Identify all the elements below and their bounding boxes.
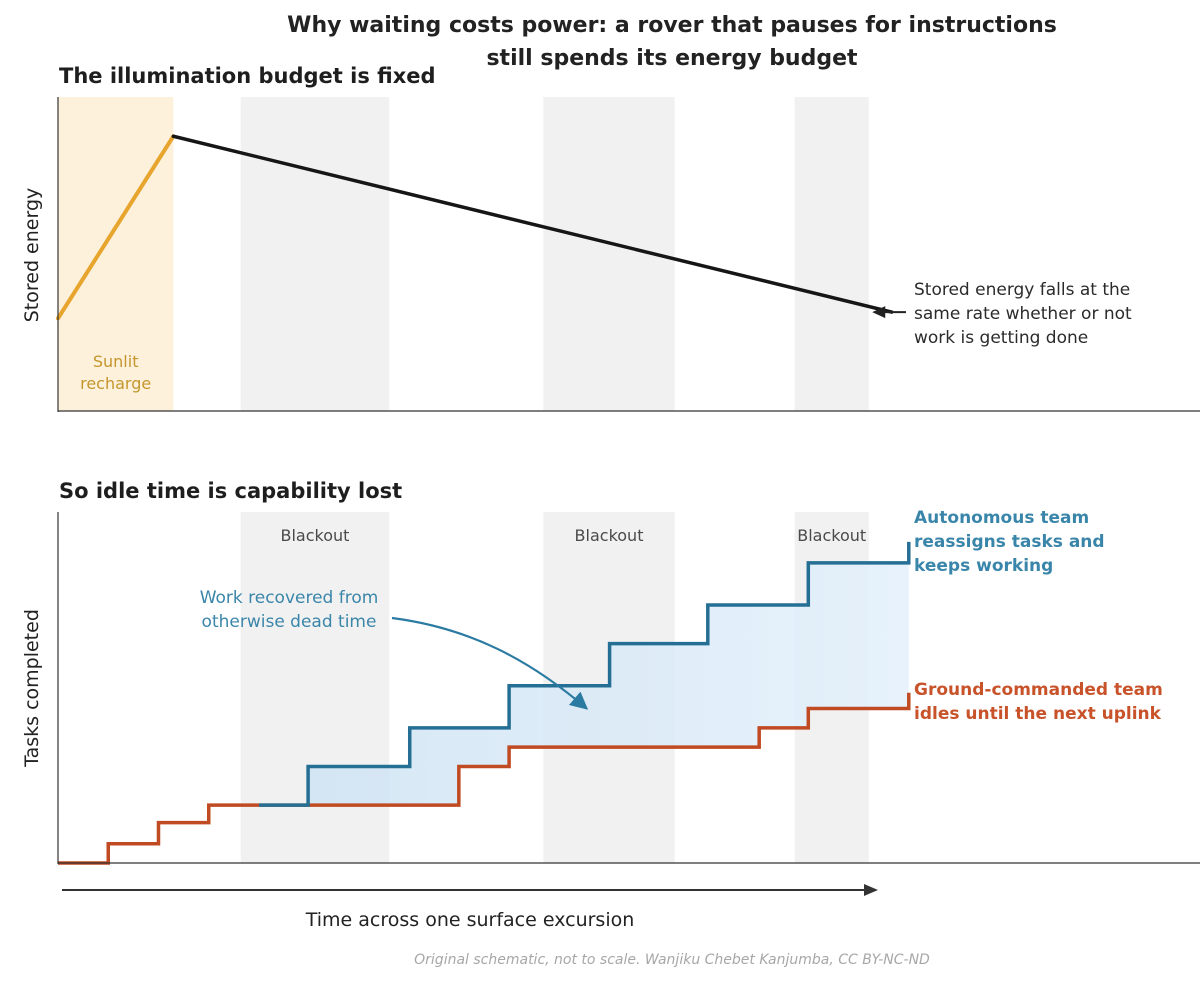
- work-recovered-line-2: otherwise dead time: [202, 612, 377, 632]
- energy-panel-title: The illumination budget is fixed: [59, 64, 436, 88]
- work-recovered-arrow: [391, 616, 589, 710]
- ground-commanded-line: [58, 692, 911, 865]
- blackout-band-1: [240, 512, 390, 863]
- time-axis-arrowhead: [864, 884, 878, 896]
- energy-panel-bands: [58, 97, 869, 411]
- sunlit-label-line-1: Sunlit: [93, 352, 139, 371]
- tasks-panel-band-labels: Blackout Blackout Blackout: [280, 526, 866, 545]
- energy-annotation-arrowhead: [872, 306, 886, 319]
- tasks-panel: So idle time is capability lost Blackout…: [21, 479, 1200, 865]
- series-labels: Autonomous team reassigns tasks and keep…: [914, 508, 1163, 724]
- energy-panel-series: [56, 134, 894, 321]
- tasks-panel-y-label: Tasks completed: [21, 609, 43, 768]
- blackout-band-1: [240, 97, 390, 411]
- ground-label-line-2: idles until the next uplink: [914, 704, 1162, 724]
- figure-credit: Original schematic, not to scale. Wanjik…: [414, 952, 930, 968]
- time-axis-label: Time across one surface excursion: [305, 909, 635, 931]
- energy-panel-band-labels: Sunlit recharge: [80, 352, 151, 393]
- tasks-panel-title: So idle time is capability lost: [59, 479, 402, 503]
- energy-panel-y-label: Stored energy: [21, 188, 43, 323]
- sunlit-label-line-2: recharge: [80, 374, 151, 393]
- energy-annotation: Stored energy falls at the same rate whe…: [872, 280, 1132, 348]
- blackout-label-3: Blackout: [797, 526, 866, 545]
- sunlit-band: [58, 97, 174, 411]
- work-recovered-annotation: Work recovered from otherwise dead time: [200, 588, 589, 710]
- ground-label-line-1: Ground-commanded team: [914, 680, 1163, 700]
- energy-annotation-line-2: same rate whether or not: [914, 304, 1132, 324]
- recovered-work-fill: [258, 541, 909, 806]
- energy-annotation-line-3: work is getting done: [914, 328, 1088, 348]
- recovered-work-area: [258, 541, 909, 806]
- autonomous-label-line-2: reassigns tasks and: [914, 532, 1105, 552]
- figure-title-line-2: still spends its energy budget: [486, 46, 858, 71]
- energy-annotation-line-1: Stored energy falls at the: [914, 280, 1130, 300]
- blackout-label-1: Blackout: [280, 526, 349, 545]
- time-axis: Time across one surface excursion: [62, 884, 878, 931]
- autonomous-label-line-3: keeps working: [914, 556, 1053, 576]
- work-recovered-line-1: Work recovered from: [200, 588, 379, 608]
- figure-title-line-1: Why waiting costs power: a rover that pa…: [287, 13, 1057, 38]
- autonomous-label-line-1: Autonomous team: [914, 508, 1089, 528]
- tasks-panel-series: [58, 541, 911, 865]
- energy-panel: The illumination budget is fixed Sunlit r…: [21, 64, 1200, 412]
- blackout-band-3: [794, 97, 869, 411]
- energy-recharge-line: [56, 134, 176, 321]
- blackout-label-2: Blackout: [575, 526, 644, 545]
- autonomous-line: [258, 541, 911, 807]
- energy-drain-line: [171, 134, 894, 314]
